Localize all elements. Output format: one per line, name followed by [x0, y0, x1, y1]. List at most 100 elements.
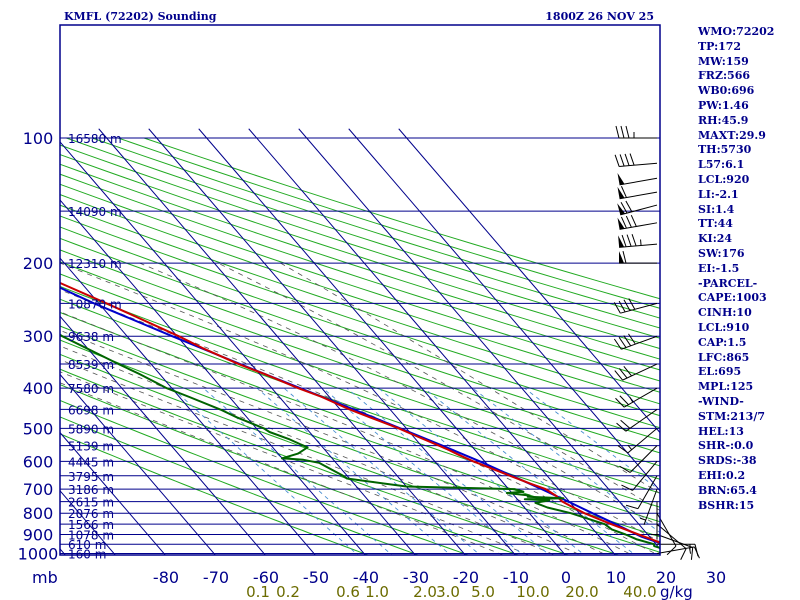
- wind-barb: [617, 186, 658, 200]
- wind-flag: [623, 365, 633, 377]
- wind-flag: [621, 234, 627, 247]
- wind-staff: [625, 409, 658, 432]
- dry-adiabat: [60, 204, 660, 405]
- wind-barb: [656, 546, 700, 559]
- height-label: 5890 m: [68, 422, 114, 436]
- temperature-trace: [60, 281, 660, 544]
- wind-barb: [639, 488, 658, 526]
- isotherm: [198, 128, 566, 555]
- profile-lines: [60, 281, 660, 549]
- isotherm: [60, 141, 416, 555]
- height-label: 2076 m: [68, 507, 114, 521]
- wind-barb: [614, 153, 658, 168]
- pressure-label: 200: [23, 254, 54, 273]
- wind-staff: [619, 177, 658, 186]
- wind-flag: [625, 125, 630, 139]
- station-title: KMFL (72202) Sounding: [64, 10, 217, 23]
- dry-adiabat: [60, 237, 660, 441]
- wind-flag: [614, 154, 620, 167]
- mixing-ratio-label: 2.0: [413, 583, 437, 600]
- isotherm: [60, 373, 216, 555]
- wind-flag: [693, 546, 700, 559]
- height-label: 10870 m: [68, 297, 122, 311]
- isotherm: [60, 315, 266, 555]
- isotherm: [98, 128, 466, 555]
- wind-barb: [656, 534, 694, 560]
- wind-flag: [624, 153, 630, 166]
- wind-flag: [622, 250, 627, 264]
- wind-flag: [630, 214, 637, 227]
- temperature-label: -10: [503, 568, 529, 587]
- wind-barb: [625, 475, 658, 510]
- mixing-ratio-label: 1.0: [365, 583, 389, 600]
- wind-barb: [616, 409, 658, 432]
- dry-adiabat: [60, 215, 660, 417]
- mixing-ratio-label: 3.0: [436, 583, 460, 600]
- dry-adiabat: [60, 154, 660, 350]
- wind-flag: [618, 368, 628, 379]
- plot-frame: [59, 24, 661, 556]
- dry-adiabat: [60, 194, 660, 393]
- wind-flag: [631, 234, 637, 247]
- dry-adiabat: [60, 384, 520, 555]
- wind-pennant: [617, 186, 625, 199]
- height-label: 5139 m: [68, 440, 114, 454]
- dry-adiabat: [60, 273, 660, 480]
- wind-barb: [656, 523, 687, 560]
- temperature-label: -80: [153, 568, 179, 587]
- wind-staff: [656, 546, 695, 554]
- wind-flag: [628, 298, 636, 310]
- mixing-ratio-line: [346, 387, 551, 555]
- mixing-ratio-line: [322, 387, 524, 555]
- mixing-ratio-line: [524, 387, 660, 491]
- wind-flag: [616, 422, 627, 432]
- mixing-ratio-line: [256, 387, 452, 555]
- temperature-label: -70: [203, 568, 229, 587]
- height-label: 16580 m: [68, 132, 122, 146]
- wind-barbs: [613, 125, 700, 560]
- wind-staff: [623, 387, 658, 408]
- dry-adiabat: [60, 144, 660, 339]
- isotherm: [60, 257, 316, 555]
- wind-half-flag: [640, 239, 642, 246]
- wind-staff: [656, 534, 693, 548]
- dry-adiabat: [60, 339, 660, 553]
- isotherm: [298, 128, 660, 550]
- moist-adiabat: [60, 345, 582, 555]
- wind-barb: [651, 501, 658, 540]
- isotherm: [148, 128, 516, 555]
- dry-adiabat: [60, 433, 370, 555]
- dry-adiabat: [60, 249, 660, 454]
- wind-barb: [617, 173, 658, 186]
- moist-adiabat: [60, 329, 608, 555]
- height-label: 2615 m: [68, 496, 114, 510]
- wind-pennant: [619, 251, 624, 264]
- mixing-ratio-label: 20.0: [565, 583, 598, 600]
- temperature-label: -50: [303, 568, 329, 587]
- pressure-label: 300: [23, 327, 54, 346]
- isotherm: [398, 128, 660, 434]
- sounding-time: 1800Z 26 NOV 25: [545, 10, 654, 23]
- pressure-label: 800: [23, 504, 54, 523]
- dry-adiabat: [60, 311, 660, 523]
- wind-flag: [620, 216, 627, 229]
- wind-pennant: [618, 235, 625, 248]
- isotherm: [60, 199, 366, 555]
- wind-flag: [614, 370, 623, 381]
- wind-staff: [643, 488, 658, 526]
- wind-half-flag: [629, 396, 634, 403]
- mixing-ratio-line: [283, 387, 481, 555]
- wind-barb: [613, 298, 658, 314]
- dry-adiabat: [66, 137, 660, 329]
- height-label: 1566 m: [68, 518, 114, 532]
- dewpoint-trace: [60, 333, 660, 549]
- temperature-label: -20: [453, 568, 479, 587]
- height-label: 1078 m: [68, 528, 114, 542]
- wind-barb: [617, 214, 658, 230]
- dry-adiabat: [60, 173, 660, 371]
- dry-adiabat: [60, 353, 621, 555]
- height-label: 4445 m: [68, 455, 114, 469]
- dry-adiabat: [60, 261, 660, 467]
- pressure-label: 600: [23, 452, 54, 471]
